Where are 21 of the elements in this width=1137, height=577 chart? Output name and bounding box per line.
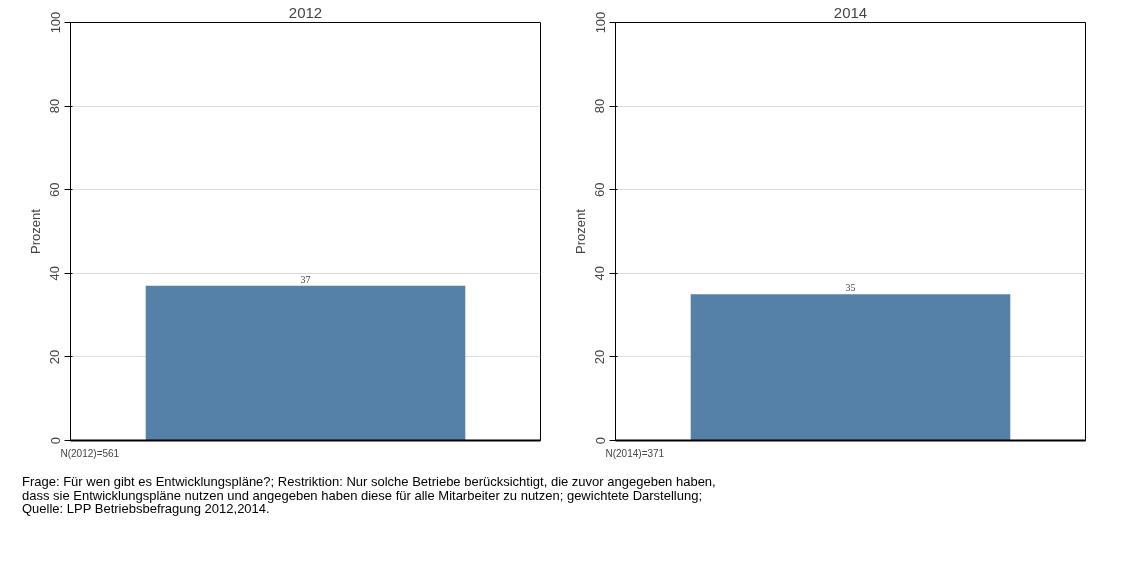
y-tick-label: 100 xyxy=(47,11,63,34)
y-tick-label: 80 xyxy=(592,98,608,114)
y-tick-label: 80 xyxy=(47,98,63,114)
y-axis-title: Prozent xyxy=(572,208,588,254)
y-tick-label: 0 xyxy=(592,436,608,445)
y-tick-label: 100 xyxy=(592,11,608,34)
data-label: 35 xyxy=(845,282,856,294)
chart-title: 2012 xyxy=(288,3,323,21)
y-tick-label: 20 xyxy=(47,349,63,365)
y-tick-label: 40 xyxy=(592,266,608,281)
y-tick-label: 20 xyxy=(592,349,608,365)
text: N(2012)=561 xyxy=(60,447,120,459)
text: Frage: Für wen gibt es Entwicklungspläne?; Restriktion: Nur solche Betriebe berücksichtigt, die zuvor angegeben haben, dass sie Entwicklungspläne nutzen und angegeben haben diese für alle Mitarbeiter zu nutzen; gewichtete Darstellung; Quelle: LPP Betriebsbefragung 2012,2014. xyxy=(22,474,716,517)
y-tick-label: 0 xyxy=(47,436,63,445)
y-axis-title: Prozent xyxy=(27,208,43,254)
text: N(2014)=371 xyxy=(605,447,665,459)
y-tick-label: 40 xyxy=(47,266,63,281)
y-tick-label: 60 xyxy=(47,182,63,197)
data-label: 37 xyxy=(300,273,311,285)
chart-title: 2014 xyxy=(833,3,868,21)
y-tick-label: 60 xyxy=(592,182,608,197)
